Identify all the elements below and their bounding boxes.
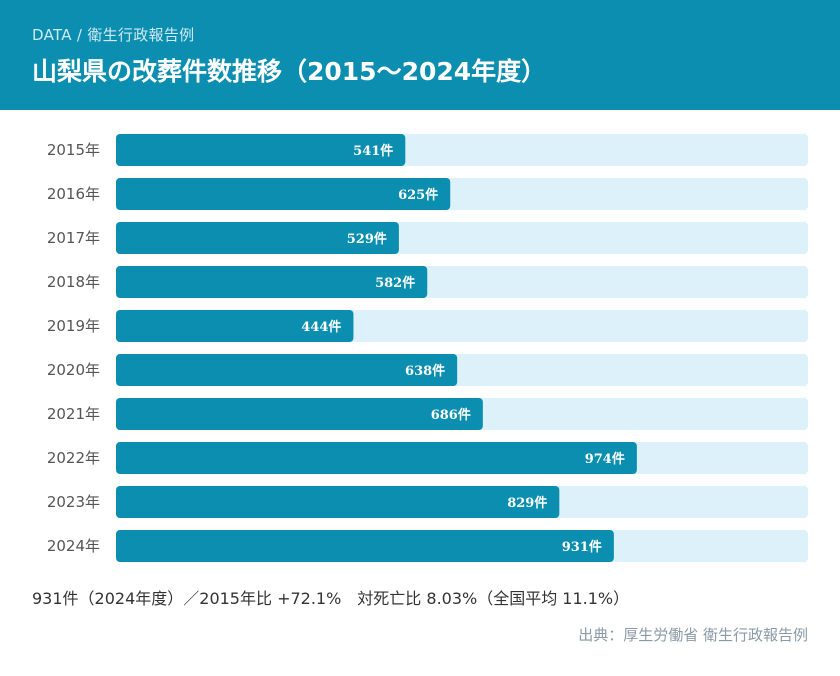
value-label: 529件 xyxy=(347,231,387,247)
bar xyxy=(116,398,483,430)
value-label: 541件 xyxy=(353,143,393,159)
year-label: 2015年 xyxy=(47,141,100,159)
value-label: 638件 xyxy=(405,363,445,379)
year-label: 2020年 xyxy=(47,361,100,379)
chart-title: 山梨県の改葬件数推移（2015〜2024年度） xyxy=(32,57,547,86)
summary-text: 931件（2024年度）／2015年比 +72.1% 対死亡比 8.03%（全国… xyxy=(32,589,630,608)
header-banner: DATA / 衛生行政報告例 山梨県の改葬件数推移（2015〜2024年度） xyxy=(0,0,840,110)
bar xyxy=(116,530,614,562)
bar xyxy=(116,222,399,254)
value-label: 686件 xyxy=(431,407,471,423)
bar xyxy=(116,486,560,518)
year-label: 2024年 xyxy=(47,537,100,555)
year-label: 2016年 xyxy=(47,185,100,203)
value-label: 829件 xyxy=(507,495,547,511)
bar-chart: 2015年 541件 2016年 625件 2017年 529件 2018年 582件 2019… xyxy=(47,134,808,562)
year-label: 2017年 xyxy=(47,229,100,247)
bar xyxy=(116,178,451,210)
bar xyxy=(116,134,406,166)
value-label: 625件 xyxy=(398,187,438,203)
header-kicker: DATA / 衛生行政報告例 xyxy=(32,26,195,44)
bar xyxy=(116,442,637,474)
year-label: 2021年 xyxy=(47,405,100,423)
year-label: 2019年 xyxy=(47,317,100,335)
year-label: 2018年 xyxy=(47,273,100,291)
bar xyxy=(116,310,354,342)
value-label: 974件 xyxy=(585,451,625,467)
year-label: 2023年 xyxy=(47,493,100,511)
value-label: 444件 xyxy=(301,319,341,335)
bar xyxy=(116,354,458,386)
year-label: 2022年 xyxy=(47,449,100,467)
value-label: 582件 xyxy=(375,275,415,291)
value-label: 931件 xyxy=(562,539,602,555)
source-text: 出典：厚生労働省 衛生行政報告例 xyxy=(578,626,808,644)
bar xyxy=(116,266,428,298)
